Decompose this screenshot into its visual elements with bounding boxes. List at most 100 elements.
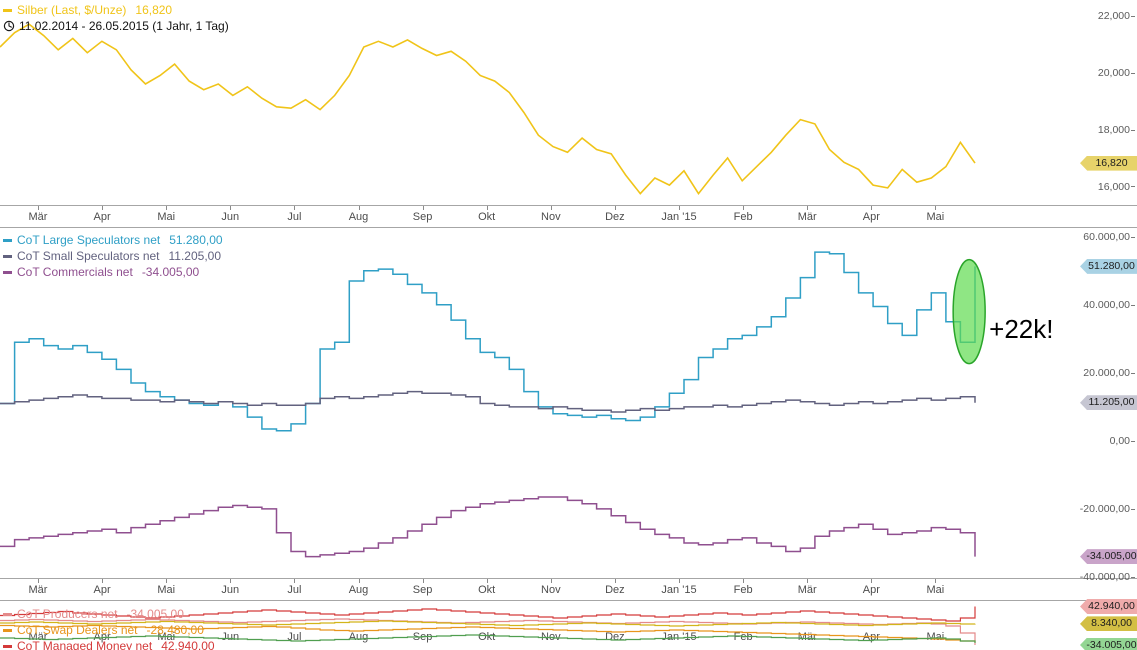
clock-icon bbox=[3, 20, 15, 32]
x-axis-month-label: Apr bbox=[862, 211, 880, 223]
x-axis-tick-mark bbox=[230, 206, 232, 210]
x-axis-month-label: Apr bbox=[862, 584, 880, 596]
legend-cot-small-speculators-net[interactable]: CoT Small Speculators net 11.205,00 bbox=[3, 249, 221, 263]
series-last-value: 11.205,00 bbox=[168, 249, 222, 263]
series-line-cot-small-speculators-net bbox=[0, 390, 976, 413]
y-axis-tick-label: 20,000 bbox=[1078, 67, 1137, 80]
legend-cot-large-speculators-net[interactable]: CoT Large Speculators net 51.280,00 bbox=[3, 233, 223, 247]
cot-net-plot-area[interactable] bbox=[0, 228, 1080, 578]
panel-separator bbox=[0, 205, 1137, 206]
x-axis-month-label: Aug bbox=[348, 211, 369, 223]
y-axis-tick-mark bbox=[1131, 15, 1135, 17]
x-axis-tick-mark bbox=[871, 579, 873, 583]
x-axis-tick-mark bbox=[102, 579, 104, 583]
panel-separator bbox=[0, 578, 1137, 579]
y-axis-tick-text: 0,00 bbox=[1109, 435, 1130, 448]
x-axis-tick-mark bbox=[358, 579, 360, 583]
axis-value-badge-16-820: 16,820 bbox=[1080, 155, 1137, 171]
x-axis-tick-mark bbox=[550, 579, 552, 583]
y-axis-tick-mark bbox=[1131, 508, 1135, 510]
x-axis-month-label: Feb bbox=[733, 211, 753, 223]
y-axis-tick-text: -40.000,00 bbox=[1079, 571, 1130, 584]
series-swatch bbox=[3, 254, 12, 258]
silver-price-panel[interactable] bbox=[0, 0, 1080, 205]
x-axis-month-label: Jun bbox=[221, 631, 240, 643]
x-axis-month-label: Okt bbox=[478, 211, 496, 223]
y-axis-tick-text: 60.000,00 bbox=[1083, 231, 1130, 244]
x-axis-tick-mark bbox=[486, 206, 488, 210]
x-axis-month-label: Jan '15 bbox=[661, 584, 697, 596]
x-axis-tick-mark bbox=[486, 579, 488, 583]
y-axis-tick-mark bbox=[1131, 236, 1135, 238]
y-axis-tick-text: 20,000 bbox=[1097, 67, 1130, 80]
x-axis-month-label: Nov bbox=[541, 211, 561, 223]
x-axis-month-label: Aug bbox=[348, 584, 369, 596]
y-axis-tick-mark bbox=[1131, 576, 1135, 578]
series-last-value: 51.280,00 bbox=[169, 233, 223, 247]
panel-separator bbox=[0, 600, 1137, 601]
x-axis-month-label: Mär bbox=[28, 211, 48, 223]
series-swatch bbox=[3, 238, 12, 242]
annotation-ellipse[interactable] bbox=[952, 258, 986, 365]
cot-net-panel[interactable] bbox=[0, 228, 1080, 578]
x-axis-tick-mark bbox=[807, 579, 809, 583]
series-line-cot-managed-money-net bbox=[0, 606, 976, 622]
legend-silber[interactable]: Silber (Last, $/Unze) 16,820 bbox=[3, 3, 172, 17]
x-axis-tick-mark bbox=[422, 206, 424, 210]
series-line-cot-commercials-net bbox=[0, 496, 976, 558]
series-name: CoT Commercials net bbox=[17, 265, 133, 279]
x-axis-tick-mark bbox=[294, 579, 296, 583]
y-axis-tick-text: 22,000 bbox=[1097, 10, 1130, 23]
series-last-value: 42.940,00 bbox=[161, 639, 215, 650]
y-axis-tick-mark bbox=[1131, 186, 1135, 188]
axis-value-badge-11-205-00: 11.205,00 bbox=[1080, 395, 1137, 411]
y-axis-tick-label: 22,000 bbox=[1078, 10, 1137, 23]
legend-cot-commercials-net[interactable]: CoT Commercials net -34.005,00 bbox=[3, 265, 199, 279]
y-axis-tick-label: 20.000,00 bbox=[1078, 367, 1137, 380]
cot-groups-plot-area[interactable] bbox=[0, 601, 1080, 650]
silver-price-plot-area[interactable] bbox=[0, 0, 1080, 205]
legend-cot-swap-dealers-net[interactable]: CoT Swap Dealers net -28.480,00 bbox=[3, 623, 204, 637]
x-axis-month-label: Mär bbox=[28, 631, 48, 643]
series-line-4f9e4f bbox=[0, 634, 976, 643]
series-name: CoT Managed Money net bbox=[17, 639, 153, 650]
x-axis-tick-mark bbox=[166, 579, 168, 583]
series-swatch bbox=[3, 628, 12, 632]
legend-cot-producers-net[interactable]: CoT Producers net -34.005,00 bbox=[3, 607, 184, 621]
annotation-text[interactable]: +22k! bbox=[989, 313, 1054, 344]
series-line-silber-last-unze bbox=[0, 23, 976, 195]
x-axis-month-label: Jun bbox=[221, 211, 240, 223]
x-axis-month-label: Okt bbox=[478, 584, 496, 596]
x-axis-tick-mark bbox=[38, 579, 39, 583]
x-axis-tick-mark bbox=[38, 206, 39, 210]
series-last-value: -34.005,00 bbox=[126, 607, 184, 621]
x-axis-tick-mark bbox=[166, 206, 168, 210]
x-axis-month-label: Mai bbox=[926, 584, 945, 596]
series-swatch bbox=[3, 644, 12, 648]
series-line-cot-swap-dealers-net bbox=[0, 624, 976, 643]
series-last-value: -28.480,00 bbox=[146, 623, 204, 637]
axis-value-badge-51-280-00: 51.280,00 bbox=[1080, 258, 1137, 274]
y-axis-tick-text: 16,000 bbox=[1097, 180, 1130, 193]
cot-groups-panel[interactable] bbox=[0, 601, 1080, 650]
x-axis-month-label: Aug bbox=[348, 631, 369, 643]
y-axis-tick-text: 40.000,00 bbox=[1083, 299, 1130, 312]
series-name: CoT Large Speculators net bbox=[17, 233, 161, 247]
x-axis-month-label: Jul bbox=[287, 584, 302, 596]
y-axis-tick-mark bbox=[1131, 72, 1135, 74]
x-axis-tick-mark bbox=[871, 206, 873, 210]
x-axis-month-label: Mai bbox=[157, 211, 176, 223]
series-swatch bbox=[3, 270, 12, 274]
y-axis-tick-label: 0,00 bbox=[1078, 435, 1137, 448]
x-axis-month-label: Apr bbox=[93, 211, 111, 223]
y-axis-tick-text: 18,000 bbox=[1097, 124, 1130, 137]
legend-cot-managed-money-net[interactable]: CoT Managed Money net 42.940,00 bbox=[3, 639, 215, 650]
x-axis-tick-mark bbox=[935, 206, 937, 210]
axis-value-badge-34-005-00: -34.005,00 bbox=[1080, 549, 1137, 565]
x-axis-tick-mark bbox=[679, 206, 680, 210]
x-axis-tick-mark bbox=[807, 206, 809, 210]
series-name: CoT Small Speculators net bbox=[17, 249, 160, 263]
series-last-value: 16,820 bbox=[135, 3, 173, 17]
series-swatch bbox=[3, 612, 12, 616]
x-axis-tick-mark bbox=[743, 579, 745, 583]
